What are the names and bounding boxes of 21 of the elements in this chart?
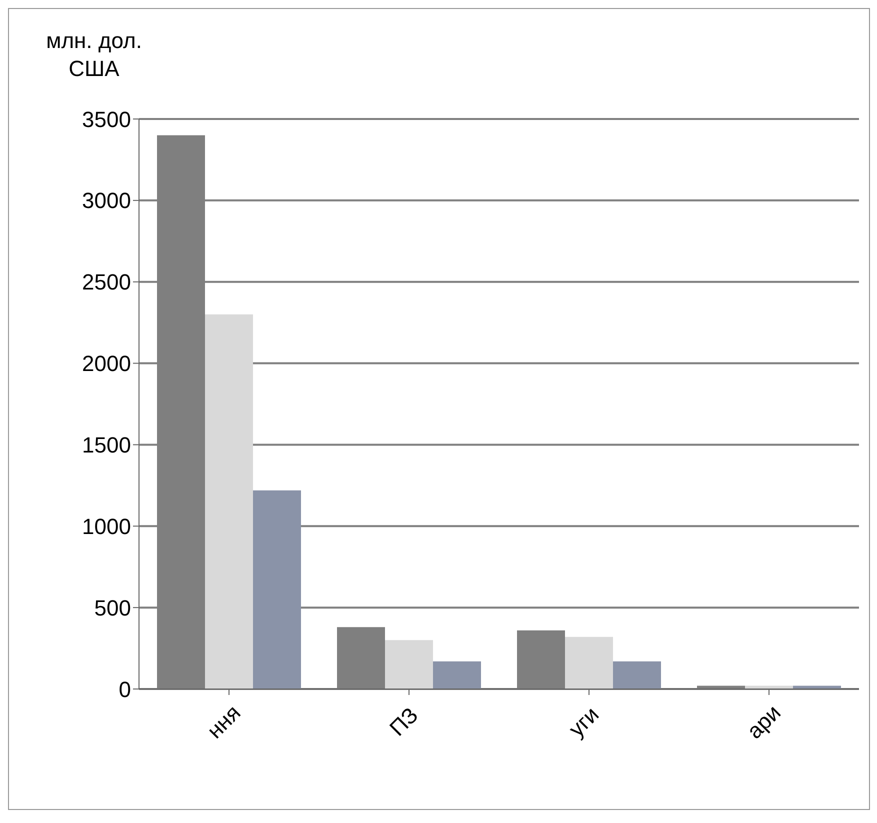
x-tick-label: уги	[564, 702, 604, 742]
x-tick-label: ПЗ	[384, 702, 423, 741]
x-tick-label: ння	[202, 700, 246, 744]
y-tick-label: 3500	[82, 106, 131, 132]
bar	[205, 314, 253, 689]
bar	[793, 686, 841, 689]
x-tick-label: ари	[742, 700, 786, 744]
y-tick-label: 1500	[82, 432, 131, 458]
y-tick-label: 2000	[82, 351, 131, 376]
bar	[613, 661, 661, 689]
bar	[253, 490, 301, 689]
y-tick-label: 500	[94, 595, 131, 620]
y-axis-title: млн. дол. США	[45, 27, 143, 83]
bar	[565, 636, 613, 689]
bar	[433, 661, 481, 689]
y-tick-label: 0	[118, 676, 131, 702]
y-tick-label: 3000	[82, 188, 131, 214]
y-tick-label: 1000	[82, 514, 131, 539]
bar	[745, 686, 793, 689]
y-tick-label: 2500	[82, 270, 131, 295]
bar	[385, 640, 433, 689]
